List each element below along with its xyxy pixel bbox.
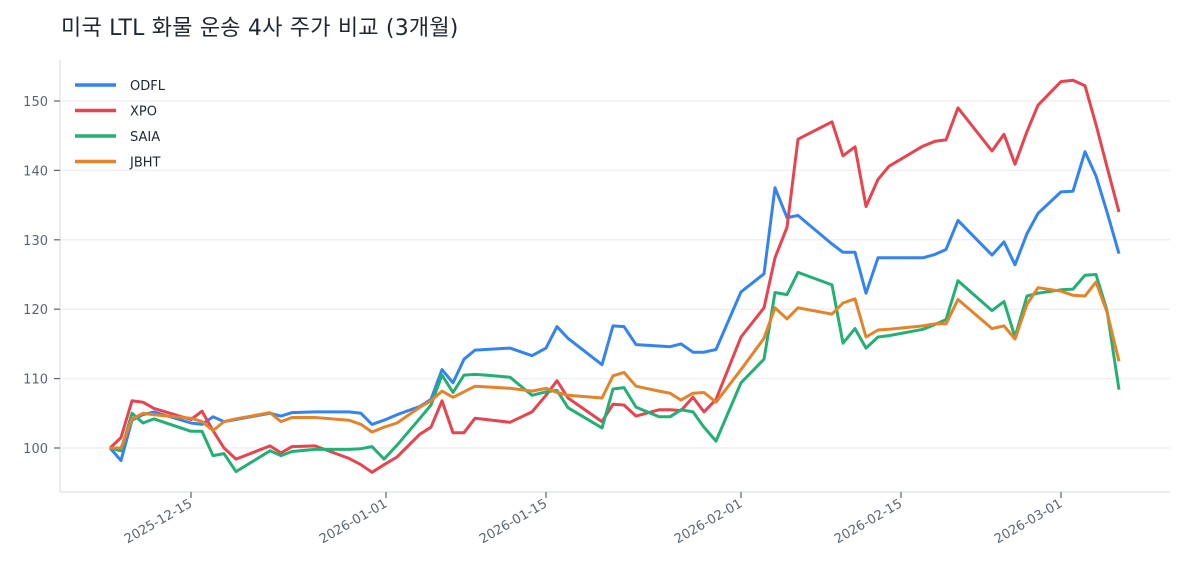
y-tick-label: 140 (23, 164, 48, 179)
y-tick-label: 150 (23, 95, 48, 110)
y-tick-label: 120 (23, 303, 48, 318)
legend-label: SAIA (130, 130, 160, 145)
x-tick-label: 2026-01-15 (477, 496, 550, 547)
series-line-jbht (110, 280, 1121, 450)
chart-title: 미국 LTL 화물 운송 4사 주가 비교 (3개월) (61, 16, 459, 41)
legend-item-odfl: ODFL (75, 79, 166, 94)
series-lines (108, 78, 1121, 474)
legend-item-saia: SAIA (75, 130, 160, 145)
legend-label: XPO (130, 105, 157, 120)
x-axis-ticks: 2025-12-15 2026-01-01 2026-01-15 2026-02-01… (122, 492, 1065, 547)
y-tick-label: 100 (23, 442, 48, 457)
x-tick-label: 2026-03-01 (992, 496, 1065, 547)
x-tick-label: 2026-01-01 (317, 496, 390, 547)
gridlines (60, 100, 1170, 449)
x-tick-label: 2026-02-15 (832, 496, 905, 547)
series-line-xpo (108, 78, 1121, 474)
y-tick-label: 110 (23, 373, 48, 388)
legend-item-jbht: JBHT (75, 156, 161, 171)
x-tick-label: 2026-02-01 (672, 496, 745, 547)
legend: ODFL XPO SAIA JBHT (75, 79, 166, 171)
axes (59, 60, 1170, 493)
legend-label: JBHT (129, 156, 161, 171)
x-tick-label: 2025-12-15 (122, 496, 195, 547)
series-line-saia (109, 270, 1121, 474)
series-line-odfl (108, 150, 1121, 462)
legend-item-xpo: XPO (75, 105, 157, 120)
legend-label: ODFL (130, 79, 166, 94)
y-tick-label: 130 (23, 234, 48, 249)
y-axis-ticks: 100 110 120 130 140 150 (23, 95, 60, 457)
